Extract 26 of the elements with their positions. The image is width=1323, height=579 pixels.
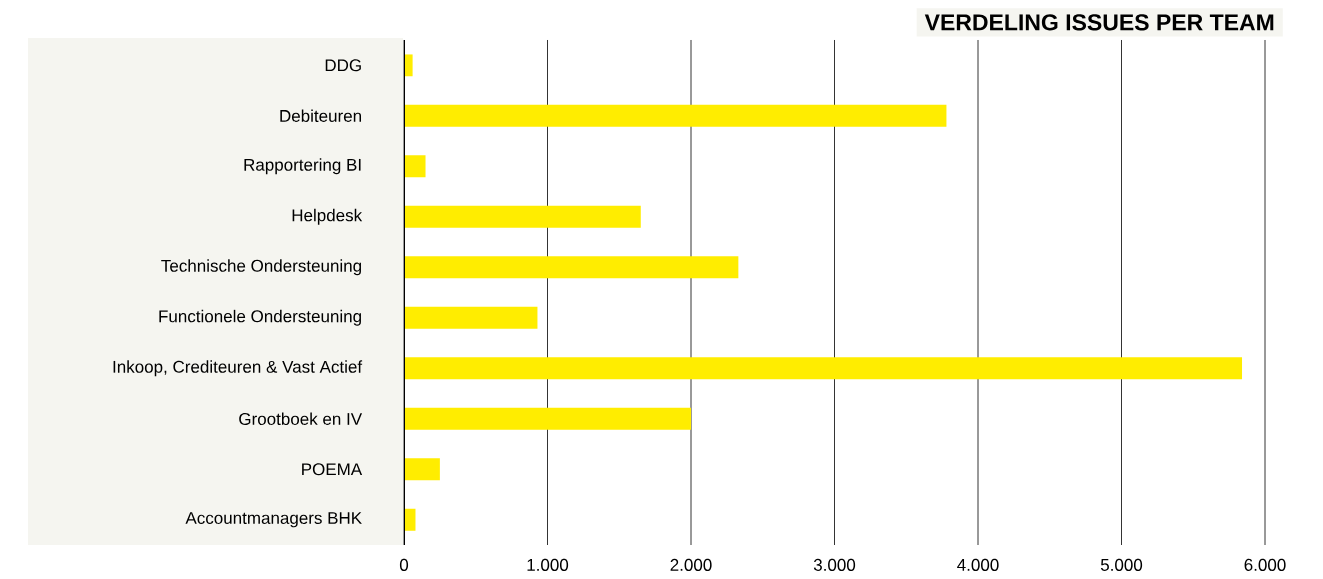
- y-tick-label: Debiteuren: [280, 109, 362, 122]
- y-tick-label: DDG: [325, 59, 361, 72]
- y-tick-label: Inkoop, Crediteuren & Vast Actief: [113, 360, 363, 377]
- x-tick-label: 0: [399, 558, 409, 571]
- bar: [404, 205, 641, 228]
- y-tick-label: Accountmanagers BHK: [185, 512, 362, 528]
- bar: [404, 306, 538, 329]
- x-tick-label: 1.000: [527, 558, 569, 571]
- bar: [404, 357, 1243, 380]
- x-tick-label: 3.000: [813, 558, 856, 571]
- y-tick-label: Grootboek en IV: [239, 412, 363, 425]
- bar: [404, 256, 739, 279]
- bar: [404, 407, 691, 430]
- bar: [404, 458, 440, 481]
- bar: [404, 155, 426, 178]
- bar: [404, 104, 947, 127]
- chart-title: VERDELING ISSUES PER TEAM: [924, 14, 1274, 31]
- x-tick-label: 5.000: [1100, 558, 1143, 571]
- y-tick-label: Rapportering BI: [244, 158, 361, 175]
- y-tick-label: Technische Ondersteuning: [161, 259, 362, 276]
- x-tick-label: 2.000: [670, 558, 712, 571]
- y-tick-label: POEMA: [302, 463, 363, 476]
- y-tick-label: Functionele Ondersteuning: [159, 309, 361, 326]
- x-tick-label: 6.000: [1244, 558, 1286, 571]
- x-tick-label: 4.000: [957, 558, 999, 571]
- y-tick-label: Helpdesk: [292, 208, 363, 225]
